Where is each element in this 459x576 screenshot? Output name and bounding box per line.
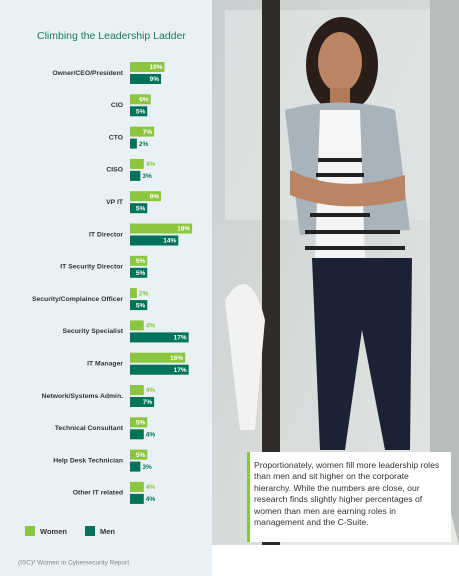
value-label: 10% bbox=[149, 64, 162, 71]
value-label: 7% bbox=[143, 399, 153, 406]
footer: (ISC)² Women in Cybersecurity Report bbox=[18, 560, 129, 567]
category-label: CTO bbox=[109, 134, 123, 141]
bar bbox=[130, 300, 148, 311]
bar bbox=[130, 288, 137, 299]
value-label: 4% bbox=[146, 387, 156, 394]
value-label: 5% bbox=[136, 109, 146, 116]
caption-accent bbox=[247, 452, 250, 542]
bar bbox=[130, 138, 137, 149]
bar bbox=[130, 170, 141, 181]
value-label: 5% bbox=[136, 420, 146, 427]
bar bbox=[130, 364, 189, 375]
legend-swatch bbox=[25, 526, 35, 536]
value-label: 5% bbox=[136, 270, 146, 277]
category-label: IT Security Director bbox=[60, 264, 123, 271]
page-number: 7 bbox=[433, 560, 437, 567]
value-label: 4% bbox=[146, 484, 156, 491]
legend-swatch bbox=[85, 526, 95, 536]
bar bbox=[130, 191, 162, 202]
category-label: Other IT related bbox=[73, 490, 123, 497]
value-label: 6% bbox=[139, 97, 149, 104]
value-label: 16% bbox=[170, 355, 183, 362]
bar bbox=[130, 417, 148, 428]
category-label: Owner/CEO/President bbox=[52, 70, 123, 77]
bar bbox=[130, 126, 155, 137]
category-label: CISO bbox=[106, 167, 123, 174]
bar bbox=[130, 397, 155, 407]
value-label: 4% bbox=[146, 432, 156, 439]
value-label: 9% bbox=[150, 76, 160, 83]
bar bbox=[130, 493, 144, 504]
bar bbox=[130, 320, 144, 331]
category-label: CIO bbox=[111, 102, 123, 109]
bar bbox=[130, 223, 193, 234]
value-label: 17% bbox=[174, 367, 187, 374]
value-label: 18% bbox=[177, 226, 190, 233]
value-label: 4% bbox=[146, 323, 156, 330]
bar bbox=[130, 332, 189, 343]
caption: Proportionately, women fill more leaders… bbox=[254, 460, 440, 528]
legend-label: Men bbox=[100, 527, 115, 536]
bar bbox=[130, 352, 186, 363]
category-label: Help Desk Technician bbox=[53, 457, 123, 464]
bar bbox=[130, 62, 165, 72]
category-label: IT Manager bbox=[87, 360, 123, 367]
category-label: Security/Complaince Officer bbox=[32, 296, 123, 303]
value-label: 2% bbox=[139, 141, 149, 148]
bar bbox=[130, 385, 144, 395]
value-label: 5% bbox=[136, 452, 146, 459]
bar bbox=[130, 267, 148, 278]
bar bbox=[130, 158, 144, 169]
bar bbox=[130, 106, 148, 117]
chart-title: Climbing the Leadership Ladder bbox=[37, 30, 186, 42]
bar bbox=[130, 255, 148, 266]
bar bbox=[130, 461, 141, 472]
value-label: 5% bbox=[136, 205, 146, 212]
chart-panel bbox=[0, 0, 212, 576]
value-label: 2% bbox=[139, 290, 149, 297]
value-label: 9% bbox=[150, 193, 160, 200]
value-label: 5% bbox=[136, 258, 146, 265]
value-label: 7% bbox=[143, 129, 153, 136]
bar bbox=[130, 429, 144, 440]
value-label: 5% bbox=[136, 302, 146, 309]
caption-box bbox=[247, 452, 451, 542]
value-label: 4% bbox=[146, 496, 156, 503]
value-label: 4% bbox=[146, 161, 156, 168]
category-label: Technical Consultant bbox=[55, 425, 124, 432]
legend-label: Women bbox=[40, 527, 67, 536]
value-label: 14% bbox=[163, 238, 176, 245]
bar bbox=[130, 481, 144, 492]
category-label: Network/Systems Admin. bbox=[42, 393, 123, 400]
bar bbox=[130, 74, 162, 84]
category-label: IT Director bbox=[89, 231, 123, 238]
category-label: Security Specialist bbox=[63, 328, 124, 335]
value-label: 3% bbox=[142, 464, 152, 471]
value-label: 3% bbox=[142, 173, 152, 180]
bar bbox=[130, 94, 151, 105]
value-label: 17% bbox=[174, 335, 187, 342]
bar bbox=[130, 449, 148, 460]
category-label: VP IT bbox=[106, 199, 124, 206]
bar bbox=[130, 235, 179, 246]
bar bbox=[130, 203, 148, 214]
